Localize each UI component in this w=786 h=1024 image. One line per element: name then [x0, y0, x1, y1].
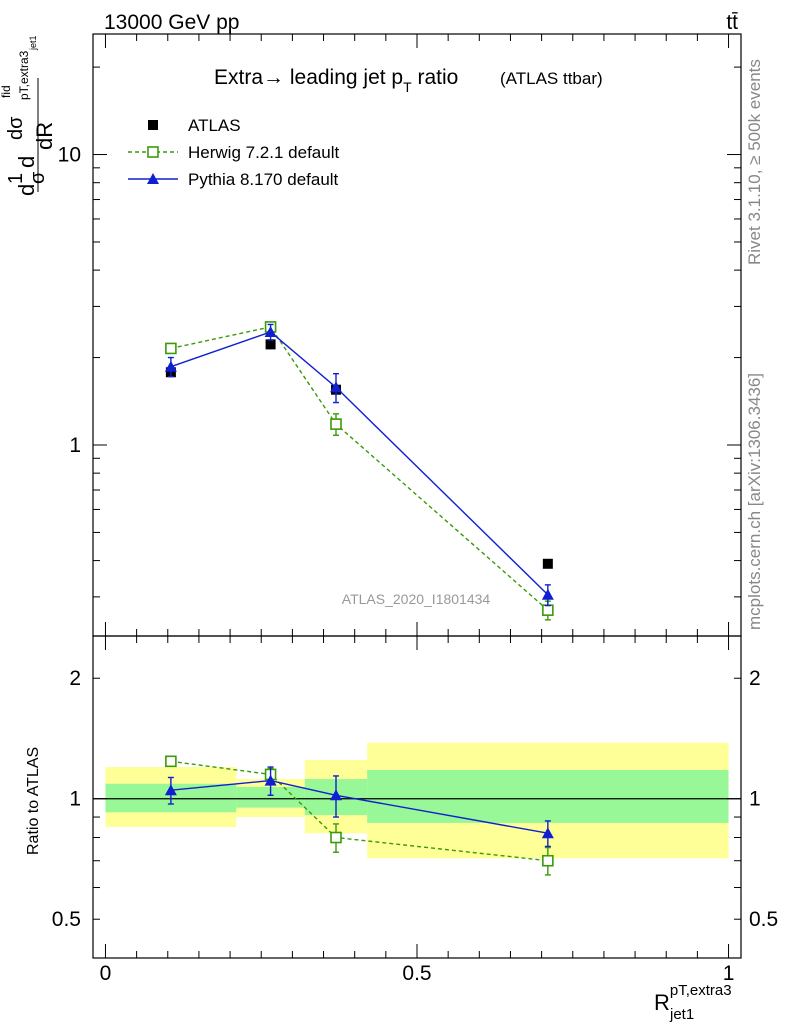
ratio-ytick-label-right: 2 [749, 667, 761, 690]
ratio-pythia-line [170, 779, 548, 834]
chart-title: Extra→ leading jet pT ratio [214, 66, 458, 95]
pythia-marker [541, 827, 554, 839]
ratio-ylabel: Ratio to ATLAS [25, 747, 42, 855]
main-pythia-line [170, 331, 549, 596]
main-ytick-label: 1 [69, 434, 81, 457]
legend-atlas-label: ATLAS [188, 116, 241, 135]
ratio-band-inner [236, 786, 305, 808]
rivet-label: Rivet 3.1.10, ≥ 500k events [745, 59, 764, 265]
pythia-marker [164, 784, 177, 796]
pythia-marker [541, 588, 554, 600]
pythia-marker [264, 325, 277, 337]
x-tick-label: 0 [100, 962, 112, 985]
x-axis-label-sub: jet1 [669, 1006, 694, 1023]
analysis-label: ATLAS_2020_I1801434 [342, 591, 491, 607]
main-herwig-line [170, 326, 549, 611]
legend-herwig-label: Herwig 7.2.1 default [188, 143, 339, 162]
legend-pythia-label: Pythia 8.170 default [188, 170, 339, 189]
ratio-herwig-line [170, 760, 548, 862]
x-tick-label: 0.5 [402, 962, 431, 985]
x-axis-label: RpT,extra3 [654, 982, 732, 1015]
herwig-marker [330, 418, 342, 430]
herwig-marker [330, 831, 342, 844]
main-ytick-label: 10 [58, 144, 81, 167]
ratio-ytick-label-right: 0.5 [749, 908, 778, 931]
atlas-marker [542, 558, 553, 569]
herwig-marker [542, 854, 554, 867]
x-tick-label: 1 [723, 962, 735, 985]
x-axis-label-sup: pT,extra3 [670, 982, 732, 999]
main-plot: Extra→ leading jet pT ratio (ATLAS ttbar… [0, 33, 742, 637]
pythia-marker [147, 173, 159, 184]
pythia-marker [164, 360, 177, 372]
ratio-band-inner [367, 769, 729, 823]
process-label: tt̄ [726, 11, 738, 34]
herwig-marker [542, 604, 554, 616]
energy-label: 13000 GeV pp [104, 11, 239, 34]
ratio-ytick-label: 1 [69, 788, 81, 811]
pythia-marker [330, 789, 342, 801]
atlas-marker [265, 339, 276, 350]
ylabel-dR: dR [32, 122, 57, 150]
herwig-marker [165, 342, 177, 355]
ylabel-d1: d [14, 184, 39, 196]
ratio-ytick-label: 2 [69, 667, 81, 690]
title-subscript: T [403, 79, 412, 95]
ylabel-sub: pT,extra3 [17, 50, 31, 100]
ylabel-fid: fid [0, 85, 13, 98]
atlas-marker [148, 120, 158, 130]
pythia-marker [264, 774, 277, 786]
ratio-plot: Ratio to ATLAS RpT,extra3 jet1 0.5 0.5 1 1 2… [25, 635, 778, 1023]
pythia-marker [330, 381, 342, 393]
ylabel-d2: d [14, 156, 39, 168]
main-ylabel: d 1 σ d dσ fid pT,extra3 jet1 dR [0, 35, 57, 196]
ratio-ytick-label-right: 1 [749, 788, 761, 811]
herwig-marker [165, 755, 177, 768]
ratio-ytick-label: 0.5 [52, 908, 81, 931]
ylabel-one: 1 [5, 173, 27, 184]
herwig-marker [147, 146, 159, 158]
title-tail: ratio [412, 66, 459, 89]
mcplots-label: mcplots.cern.ch [arXiv:1306.3436] [745, 373, 764, 630]
ylabel-dsigma: dσ [5, 116, 27, 140]
chart-title-extra: (ATLAS ttbar) [500, 69, 603, 88]
ylabel-sub2: jet1 [28, 35, 38, 51]
